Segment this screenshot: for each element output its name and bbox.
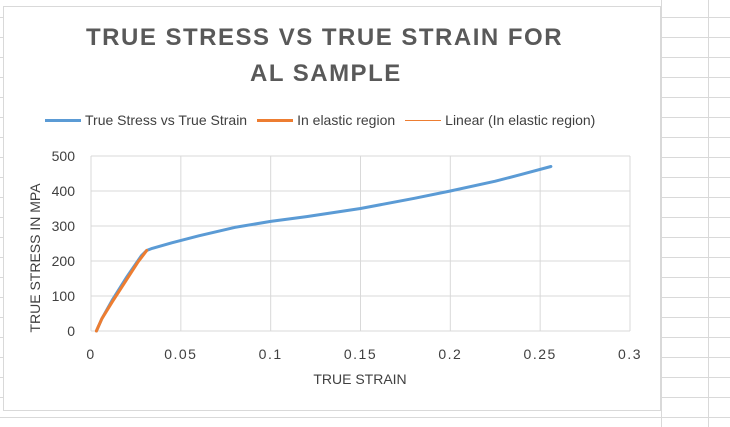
chart-legend[interactable]: True Stress vs True Strain In elastic re… xyxy=(45,110,605,130)
sheet-column-line xyxy=(661,0,662,427)
y-tick-label: 100 xyxy=(52,288,76,304)
chart-title[interactable]: TRUE STRESS VS TRUE STRAIN FOR AL SAMPLE xyxy=(0,20,660,92)
series-line-1[interactable] xyxy=(94,249,149,333)
x-tick-label: 0.3 xyxy=(618,346,642,362)
x-tick-label: 0.15 xyxy=(344,346,377,362)
y-tick-label: 200 xyxy=(52,253,76,269)
legend-swatch-thin-orange xyxy=(405,119,442,121)
y-tick-label: 0 xyxy=(67,323,75,339)
y-tick-labels: 0 100 200 300 400 500 xyxy=(52,148,76,339)
x-tick-label: 0.1 xyxy=(259,346,283,362)
chart-object[interactable] xyxy=(3,6,661,411)
x-tick-label: 0.25 xyxy=(524,346,557,362)
x-tick-label: 0 xyxy=(86,346,95,362)
legend-item-in-elastic-region: In elastic region xyxy=(257,112,395,128)
sheet-row-line xyxy=(0,417,730,418)
x-axis-title: TRUE STRAIN xyxy=(313,371,406,387)
y-tick-label: 300 xyxy=(52,218,76,234)
legend-item-true-stress: True Stress vs True Strain xyxy=(45,112,247,128)
gridlines xyxy=(90,155,631,332)
x-tick-label: 0.05 xyxy=(164,346,197,362)
series-lines xyxy=(94,165,553,333)
x-tick-labels: 0 0.05 0.1 0.15 0.2 0.25 0.3 xyxy=(86,346,642,362)
chart-title-line-2: AL SAMPLE xyxy=(250,60,402,87)
legend-swatch-orange xyxy=(257,118,294,122)
x-tick-label: 0.2 xyxy=(438,346,462,362)
y-tick-label: 500 xyxy=(52,148,76,164)
sheet-column-line xyxy=(708,0,709,427)
legend-label: Linear (In elastic region) xyxy=(445,112,596,128)
legend-label: True Stress vs True Strain xyxy=(85,112,248,128)
legend-item-linear-trendline: Linear (In elastic region) xyxy=(405,112,595,128)
legend-label: In elastic region xyxy=(297,112,396,128)
y-tick-label: 400 xyxy=(52,183,76,199)
y-axis-title: TRUE STRESS IN MPA xyxy=(27,183,43,333)
chart-title-line-1: TRUE STRESS VS TRUE STRAIN FOR xyxy=(86,24,564,51)
legend-swatch-blue xyxy=(45,118,81,122)
